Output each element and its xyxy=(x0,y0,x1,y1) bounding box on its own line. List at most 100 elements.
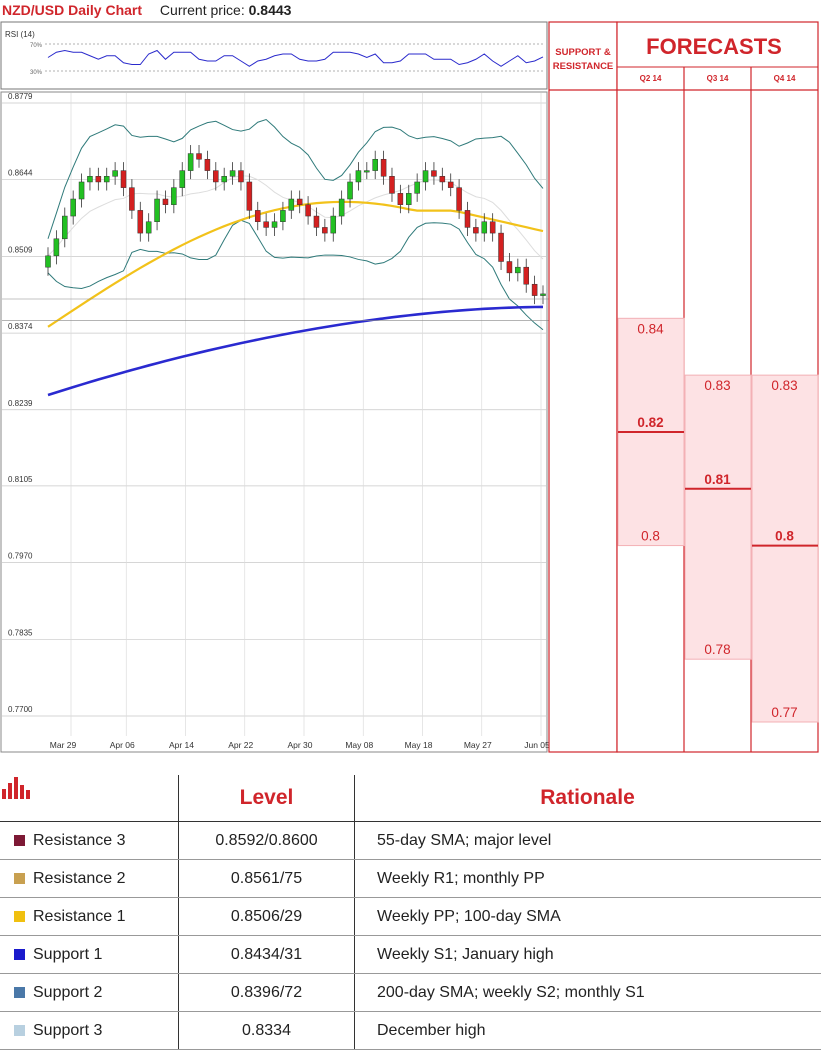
level-color-swatch xyxy=(14,1025,25,1036)
candle-body xyxy=(54,239,59,256)
candle-body xyxy=(163,199,168,205)
y-tick-label: 0.7700 xyxy=(8,705,33,714)
level-name: Support 1 xyxy=(33,946,102,963)
level-rationale-cell: Weekly R1; monthly PP xyxy=(355,860,821,898)
rationale-column-header: Rationale xyxy=(355,775,821,822)
candle-body xyxy=(524,267,529,284)
candle-body xyxy=(238,171,243,182)
forecast-high-label: 0.83 xyxy=(704,378,730,393)
candle-body xyxy=(205,159,210,170)
y-tick-label: 0.8779 xyxy=(8,92,33,101)
candle-body xyxy=(247,182,252,210)
levels-table-header: Level Rationale xyxy=(0,775,821,822)
x-tick-label: Mar 29 xyxy=(50,740,77,750)
level-name: Resistance 1 xyxy=(33,908,126,925)
level-name-cell: Resistance 3 xyxy=(0,822,179,860)
sr-title-2: RESISTANCE xyxy=(553,61,614,72)
y-tick-label: 0.7970 xyxy=(8,552,33,561)
candle-body xyxy=(113,171,118,177)
candle-body xyxy=(87,176,92,182)
level-name: Resistance 3 xyxy=(33,832,126,849)
candle-body xyxy=(230,171,235,177)
level-rationale-cell: Weekly PP; 100-day SMA xyxy=(355,898,821,936)
y-tick-label: 0.8105 xyxy=(8,475,33,484)
level-value-cell: 0.8396/72 xyxy=(179,974,355,1012)
level-value-cell: 0.8434/31 xyxy=(179,936,355,974)
candle-body xyxy=(255,210,260,221)
forecast-low-label: 0.8 xyxy=(641,529,660,544)
forecast-range-box xyxy=(685,375,751,659)
forecast-quarter-label: Q2 14 xyxy=(640,74,662,83)
level-name-cell: Resistance 2 xyxy=(0,860,179,898)
forecast-high-label: 0.83 xyxy=(771,378,797,393)
candle-body xyxy=(331,216,336,233)
level-color-swatch xyxy=(14,949,25,960)
candle-body xyxy=(423,171,428,182)
x-tick-label: May 27 xyxy=(464,740,492,750)
level-color-swatch xyxy=(14,987,25,998)
candle-body xyxy=(322,227,327,233)
candle-body xyxy=(306,205,311,216)
rsi-lower-label: 30% xyxy=(30,70,43,76)
rsi-upper-label: 70% xyxy=(30,43,43,49)
level-rationale-cell: Weekly S1; January high xyxy=(355,936,821,974)
level-value-cell: 0.8592/0.8600 xyxy=(179,822,355,860)
forecast-mid-label: 0.81 xyxy=(704,472,731,487)
level-rationale-cell: 55-day SMA; major level xyxy=(355,822,821,860)
forecast-range-box xyxy=(752,375,818,722)
y-tick-label: 0.8239 xyxy=(8,399,33,408)
candle-body xyxy=(79,182,84,199)
candle-body xyxy=(138,210,143,233)
y-tick-label: 0.8374 xyxy=(8,322,33,331)
candle-body xyxy=(213,171,218,182)
candle-body xyxy=(398,193,403,204)
candle-body xyxy=(499,233,504,261)
forecast-quarter-label: Q4 14 xyxy=(774,74,796,83)
forecast-mid-label: 0.8 xyxy=(775,529,794,544)
candle-body xyxy=(62,216,67,239)
candle-body xyxy=(171,188,176,205)
candle-body xyxy=(197,154,202,160)
candle-body xyxy=(507,262,512,273)
x-tick-label: Apr 22 xyxy=(228,740,253,750)
forecast-low-label: 0.78 xyxy=(704,642,730,657)
candle-body xyxy=(222,176,227,182)
candle-body xyxy=(381,159,386,176)
candle-body xyxy=(129,188,134,211)
candle-body xyxy=(339,199,344,216)
candle-body xyxy=(121,171,126,188)
level-column-header: Level xyxy=(179,775,355,822)
x-tick-label: Apr 14 xyxy=(169,740,194,750)
candle-body xyxy=(482,222,487,233)
candle-body xyxy=(515,267,520,273)
candle-body xyxy=(71,199,76,216)
candle-body xyxy=(348,182,353,199)
candle-body xyxy=(314,216,319,227)
candle-body xyxy=(289,199,294,210)
bar-chart-icon xyxy=(0,775,32,799)
sr-title-1: SUPPORT & xyxy=(555,47,611,58)
candle-body xyxy=(431,171,436,177)
x-tick-label: May 08 xyxy=(345,740,373,750)
candle-body xyxy=(272,222,277,228)
candle-body xyxy=(540,294,545,296)
candle-body xyxy=(373,159,378,170)
support-resistance-panel xyxy=(549,22,617,752)
x-tick-label: May 18 xyxy=(405,740,433,750)
level-name-cell: Support 1 xyxy=(0,936,179,974)
forecast-quarter-label: Q3 14 xyxy=(707,74,729,83)
candle-body xyxy=(465,210,470,227)
candle-body xyxy=(155,199,160,222)
level-rationale-cell: 200-day SMA; weekly S2; monthly S1 xyxy=(355,974,821,1012)
x-tick-label: Jun 05 xyxy=(524,740,550,750)
candle-body xyxy=(180,171,185,188)
candle-body xyxy=(356,171,361,182)
y-tick-label: 0.8644 xyxy=(8,169,33,178)
